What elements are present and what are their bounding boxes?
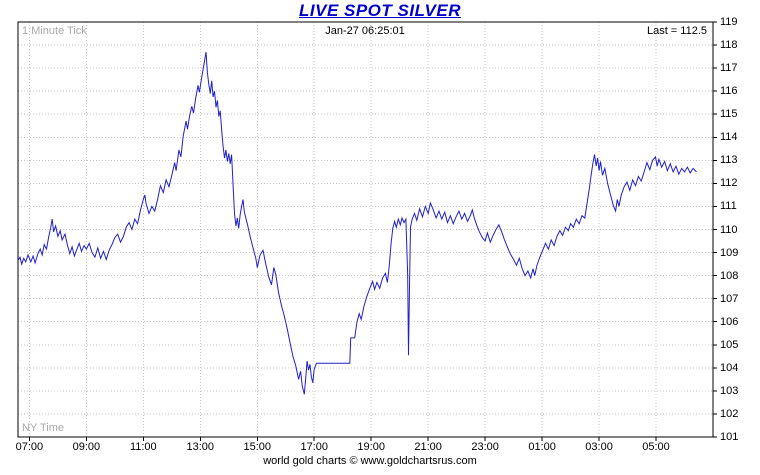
x-axis-label: 03:00	[585, 441, 613, 453]
x-axis-label: 19:00	[357, 441, 385, 453]
y-axis-label: 112	[720, 177, 738, 190]
y-axis-label: 107	[720, 292, 739, 305]
x-axis-label: 01:00	[528, 441, 556, 453]
y-axis-label: 104	[720, 361, 739, 374]
y-axis-label: 117	[720, 62, 738, 75]
last-price-label: Last = 112.5	[646, 25, 707, 37]
y-axis-label: 113	[720, 154, 738, 167]
y-axis-label: 102	[720, 407, 739, 420]
x-axis-label: 17:00	[300, 441, 328, 453]
y-axis-label: 105	[720, 338, 739, 351]
y-axis-label: 119	[720, 16, 738, 28]
x-axis-label: 23:00	[471, 441, 499, 453]
y-axis-label: 111	[720, 200, 737, 213]
chart-title: LIVE SPOT SILVER	[299, 1, 461, 20]
x-axis-label: 07:00	[15, 441, 44, 453]
price-line	[17, 51, 697, 395]
tick-interval-label: 1 Minute Tick	[22, 25, 87, 37]
plot-border	[17, 21, 714, 438]
timezone-label: NY Time	[22, 422, 64, 434]
y-axis-label: 118	[720, 39, 738, 52]
y-axis-label: 103	[720, 384, 739, 397]
x-axis-label: 05:00	[642, 441, 670, 453]
y-axis-label: 110	[720, 223, 738, 236]
chart-timestamp: Jan-27 06:25:01	[325, 25, 405, 37]
x-axis-label: 13:00	[186, 441, 215, 453]
x-axis-label: 09:00	[72, 441, 101, 453]
y-axis-label: 116	[720, 85, 738, 98]
x-axis-label: 11:00	[129, 441, 157, 453]
y-axis-label: 109	[720, 246, 739, 259]
y-axis-label: 114	[720, 131, 738, 144]
credit-label: world gold charts © www.goldchartsrus.co…	[263, 455, 477, 467]
y-axis-label: 115	[720, 108, 738, 121]
y-axis-label: 101	[720, 431, 739, 443]
x-axis-label: 15:00	[243, 441, 272, 453]
x-axis-label: 21:00	[414, 441, 442, 453]
y-axis-label: 108	[720, 269, 739, 282]
y-axis-label: 106	[720, 315, 739, 328]
